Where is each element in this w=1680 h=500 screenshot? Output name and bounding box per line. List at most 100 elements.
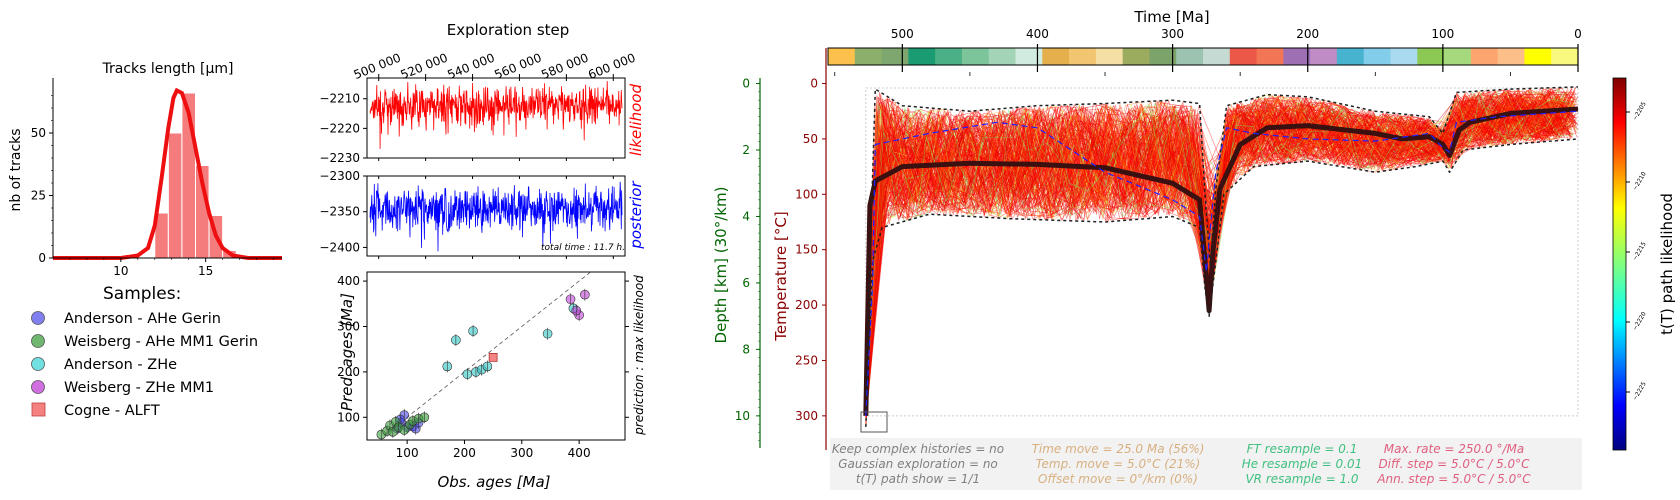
- temperature-tick-label: 250: [795, 353, 818, 367]
- histogram-bar: [167, 132, 183, 259]
- exploration-step-tick-label: 500 000: [352, 51, 403, 83]
- timescale-segment: [1363, 48, 1391, 65]
- time-tick-label: 0: [1574, 27, 1582, 41]
- timescale-segment: [1524, 48, 1552, 65]
- likelihood-label: likelihood: [627, 84, 645, 156]
- tt-path: [865, 87, 1572, 406]
- scatter-x-tick-label: 200: [453, 446, 476, 460]
- scatter-xlabel: Obs. ages [Ma]: [437, 473, 550, 491]
- temperature-label: Temperature [°C]: [772, 211, 790, 341]
- depth-tick-label: 8: [742, 342, 750, 356]
- legend-label: Anderson - AHe Gerin: [64, 311, 221, 327]
- total-time-annotation: total time : 11.7 h.: [541, 243, 625, 253]
- time-temperature-plot: Time [Ma] 500 400 300 200 100 0 0501001502002…: [712, 8, 1582, 490]
- timescale-segment: [1229, 48, 1258, 65]
- settings-line: He resample = 0.01: [1242, 457, 1363, 471]
- scatter-x-tick-label: 100: [396, 446, 419, 460]
- exploration-title: Exploration step: [447, 21, 570, 39]
- settings-line: Max. rate = 250.0 °/Ma: [1384, 442, 1524, 456]
- timescale-segment: [1551, 48, 1579, 65]
- colorbar-tick-label: −2205: [1632, 101, 1648, 122]
- scatter-y-tick-label: 400: [337, 274, 360, 288]
- tt-path: [865, 88, 1567, 402]
- histogram-ylabel: nb of tracks: [8, 128, 24, 211]
- posterior-trace: −2400 −2350 −2300: [319, 169, 626, 259]
- timescale-segment: [988, 48, 1016, 65]
- settings-line: VR resample = 1.0: [1245, 472, 1358, 486]
- timescale-segment: [1122, 48, 1150, 65]
- legend-label: Weisberg - AHe MM1 Gerin: [64, 334, 258, 350]
- scatter-y-tick-label: 200: [337, 365, 360, 379]
- likelihood-colorbar: −2205 −2210 −2215 −2220 −2225 t(T) path like…: [1612, 77, 1676, 451]
- time-tick-label: 100: [1431, 27, 1454, 41]
- exploration-step-tick-label: 560 000: [492, 51, 543, 83]
- settings-line: Ann. step = 5.0°C / 5.0°C: [1376, 472, 1531, 486]
- histogram-axes: 0 25 50 10 15: [31, 78, 282, 278]
- legend-marker-circle: [31, 380, 45, 394]
- timescale-segment: [1390, 48, 1418, 65]
- legend-marker-circle: [31, 334, 45, 348]
- tt-path: [865, 92, 1572, 396]
- tt-summary-paths: [863, 86, 1579, 427]
- exploration-step-tick-label: 540 000: [445, 51, 496, 83]
- trace-y-tick-label: −2220: [319, 121, 360, 135]
- timescale-segment: [1203, 48, 1231, 65]
- temperature-tick-label: 150: [795, 243, 818, 257]
- colorbar-gradient: [1612, 77, 1627, 451]
- timescale-segment: [1470, 48, 1499, 65]
- likelihood-trace: −2230 −2220 −2210: [319, 77, 626, 165]
- histogram-density-curve: [53, 87, 282, 260]
- scatter-x-tick-label: 400: [568, 446, 591, 460]
- time-tick-label: 200: [1296, 27, 1319, 41]
- trace-frame: [366, 175, 626, 257]
- timescale-segment: [1417, 48, 1445, 65]
- temperature-tick-label: 300: [795, 409, 818, 423]
- settings-line: t(T) path show = 1/1: [856, 472, 980, 486]
- depth-tick-label: 6: [742, 276, 750, 290]
- timescale-segment: [1256, 48, 1284, 65]
- time-tick-label: 500: [891, 27, 914, 41]
- upper-envelope-line: [865, 86, 1579, 394]
- timescale-segment: [1042, 48, 1070, 65]
- trace-y-tick-label: −2400: [319, 240, 360, 254]
- legend-marker-square: [31, 402, 46, 417]
- one-to-one-line: [383, 271, 591, 436]
- timescale-segment: [1095, 48, 1124, 65]
- scatter-ylabel: Pred. ages [Ma]: [338, 293, 356, 411]
- settings-line: FT resample = 0.1: [1247, 442, 1358, 456]
- tt-frame: [865, 87, 1579, 417]
- scatter-frame: [366, 271, 626, 441]
- depth-tick-label: 0: [742, 77, 750, 91]
- temperature-tick-label: 100: [795, 187, 818, 201]
- constraint-box: [860, 411, 888, 433]
- exploration-step-tick-label: 580 000: [539, 51, 590, 83]
- tt-path: [865, 93, 1571, 418]
- timescale-segment: [935, 48, 963, 65]
- timescale-segment: [1497, 48, 1525, 65]
- temperature-tick-label: 50: [803, 132, 818, 146]
- best-path-line: [863, 106, 1579, 416]
- scatter-y-tick-label: 100: [337, 410, 360, 424]
- legend-label: Anderson - ZHe: [64, 357, 177, 373]
- depth-label: Depth [km] (30°/km): [712, 187, 730, 344]
- scatter-y-tick-label: 300: [337, 319, 360, 333]
- depth-tick-label: 10: [735, 409, 750, 423]
- legend-title: Samples:: [103, 284, 181, 304]
- timescale-segment: [1149, 48, 1177, 65]
- exploration-step-tick-label: 600 000: [586, 51, 637, 83]
- histogram-title: Tracks length [µm]: [102, 61, 234, 77]
- geologic-timescale-bar: 500 400 300 200 100 0: [827, 27, 1582, 76]
- colorbar-tick-label: −2225: [1632, 381, 1648, 402]
- time-tick-label: 300: [1161, 27, 1184, 41]
- histogram-y-tick-label: 50: [31, 126, 46, 140]
- timescale-segment: [1015, 48, 1043, 65]
- trace-y-tick-label: −2300: [319, 169, 360, 183]
- settings-line: Temp. move = 5.0°C (21%): [1036, 457, 1201, 471]
- lower-envelope-line: [865, 138, 1579, 427]
- settings-line: Diff. step = 5.0°C / 5.0°C: [1378, 457, 1530, 471]
- likelihood-line: [369, 80, 623, 150]
- settings-line: Time move = 25.0 Ma (56%): [1032, 442, 1205, 456]
- histogram-x-tick-label: 15: [198, 264, 213, 278]
